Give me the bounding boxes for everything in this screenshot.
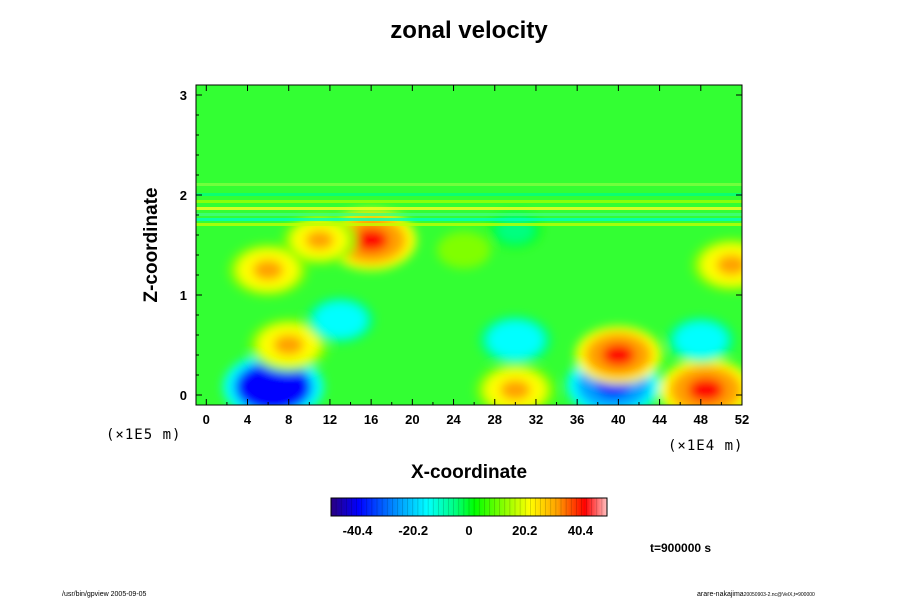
- velocity-band: [196, 218, 742, 221]
- colorbar: [330, 497, 608, 517]
- x-tick-label: 4: [244, 412, 252, 427]
- colorbar-tick-label: -20.2: [398, 523, 428, 538]
- velocity-band: [196, 183, 742, 186]
- footer-left: /usr/bin/gpview 2005-09-05: [62, 591, 147, 598]
- velocity-core: [505, 223, 526, 237]
- velocity-band: [196, 223, 742, 226]
- y-axis-label: Z-coordinate: [141, 187, 162, 302]
- velocity-core: [687, 331, 714, 349]
- x-tick-label: 8: [285, 412, 292, 427]
- y-tick-label: 1: [180, 288, 187, 303]
- colorbar-tick-label: 40.4: [568, 523, 594, 538]
- x-scale-label: (×1E4 m): [668, 438, 743, 454]
- x-tick-label: 0: [203, 412, 210, 427]
- velocity-band: [196, 213, 742, 216]
- velocity-band: [196, 193, 742, 196]
- velocity-core: [716, 254, 742, 276]
- footer-right-sub: 20050903-2.nc@VelX,t=900000: [744, 592, 815, 598]
- x-tick-label: 16: [364, 412, 378, 427]
- x-tick-label: 28: [488, 412, 502, 427]
- x-tick-label: 48: [694, 412, 708, 427]
- chart-title: zonal velocity: [390, 17, 548, 44]
- x-tick-label: 12: [323, 412, 337, 427]
- velocity-band: [196, 200, 742, 203]
- velocity-core: [601, 343, 636, 367]
- footer-right: arare-nakajima20050903-2.nc@VelX,t=90000…: [697, 591, 815, 598]
- velocity-core: [687, 378, 724, 402]
- x-tick-label: 44: [652, 412, 667, 427]
- velocity-core: [353, 228, 389, 252]
- x-tick-label: 24: [446, 412, 461, 427]
- velocity-band: [196, 207, 742, 210]
- colorbar-tick-label: -40.4: [343, 523, 373, 538]
- heatmap-field: [196, 85, 742, 405]
- x-tick-label: 20: [405, 412, 419, 427]
- y-tick-label: 2: [180, 188, 187, 203]
- x-tick-label: 32: [529, 412, 543, 427]
- colorbar-tick-label: 20.2: [512, 523, 537, 538]
- x-axis-label: X-coordinate: [411, 462, 527, 483]
- x-tick-label: 40: [611, 412, 625, 427]
- x-tick-label: 52: [735, 412, 749, 427]
- velocity-core: [500, 379, 531, 401]
- velocity-core: [252, 259, 284, 281]
- colorbar-tick-labels: -40.4 -20.2 0 20.2 40.4: [343, 523, 594, 538]
- velocity-core: [327, 311, 354, 329]
- y-scale-label: (×1E5 m): [106, 427, 181, 443]
- colorbar-tick-label: 0: [465, 523, 472, 538]
- velocity-core: [453, 242, 475, 258]
- y-tick-label: 0: [180, 388, 187, 403]
- y-tick-label: 3: [180, 88, 187, 103]
- footer-right-main: arare-nakajima: [697, 591, 744, 598]
- velocity-core: [305, 230, 334, 250]
- plot-frame: [195, 84, 743, 406]
- x-tick-label: 36: [570, 412, 584, 427]
- velocity-core: [253, 374, 293, 400]
- time-label: t=900000 s: [650, 541, 711, 555]
- colorbar-stripes: [335, 498, 603, 516]
- velocity-core: [273, 334, 304, 356]
- velocity-core: [501, 330, 530, 350]
